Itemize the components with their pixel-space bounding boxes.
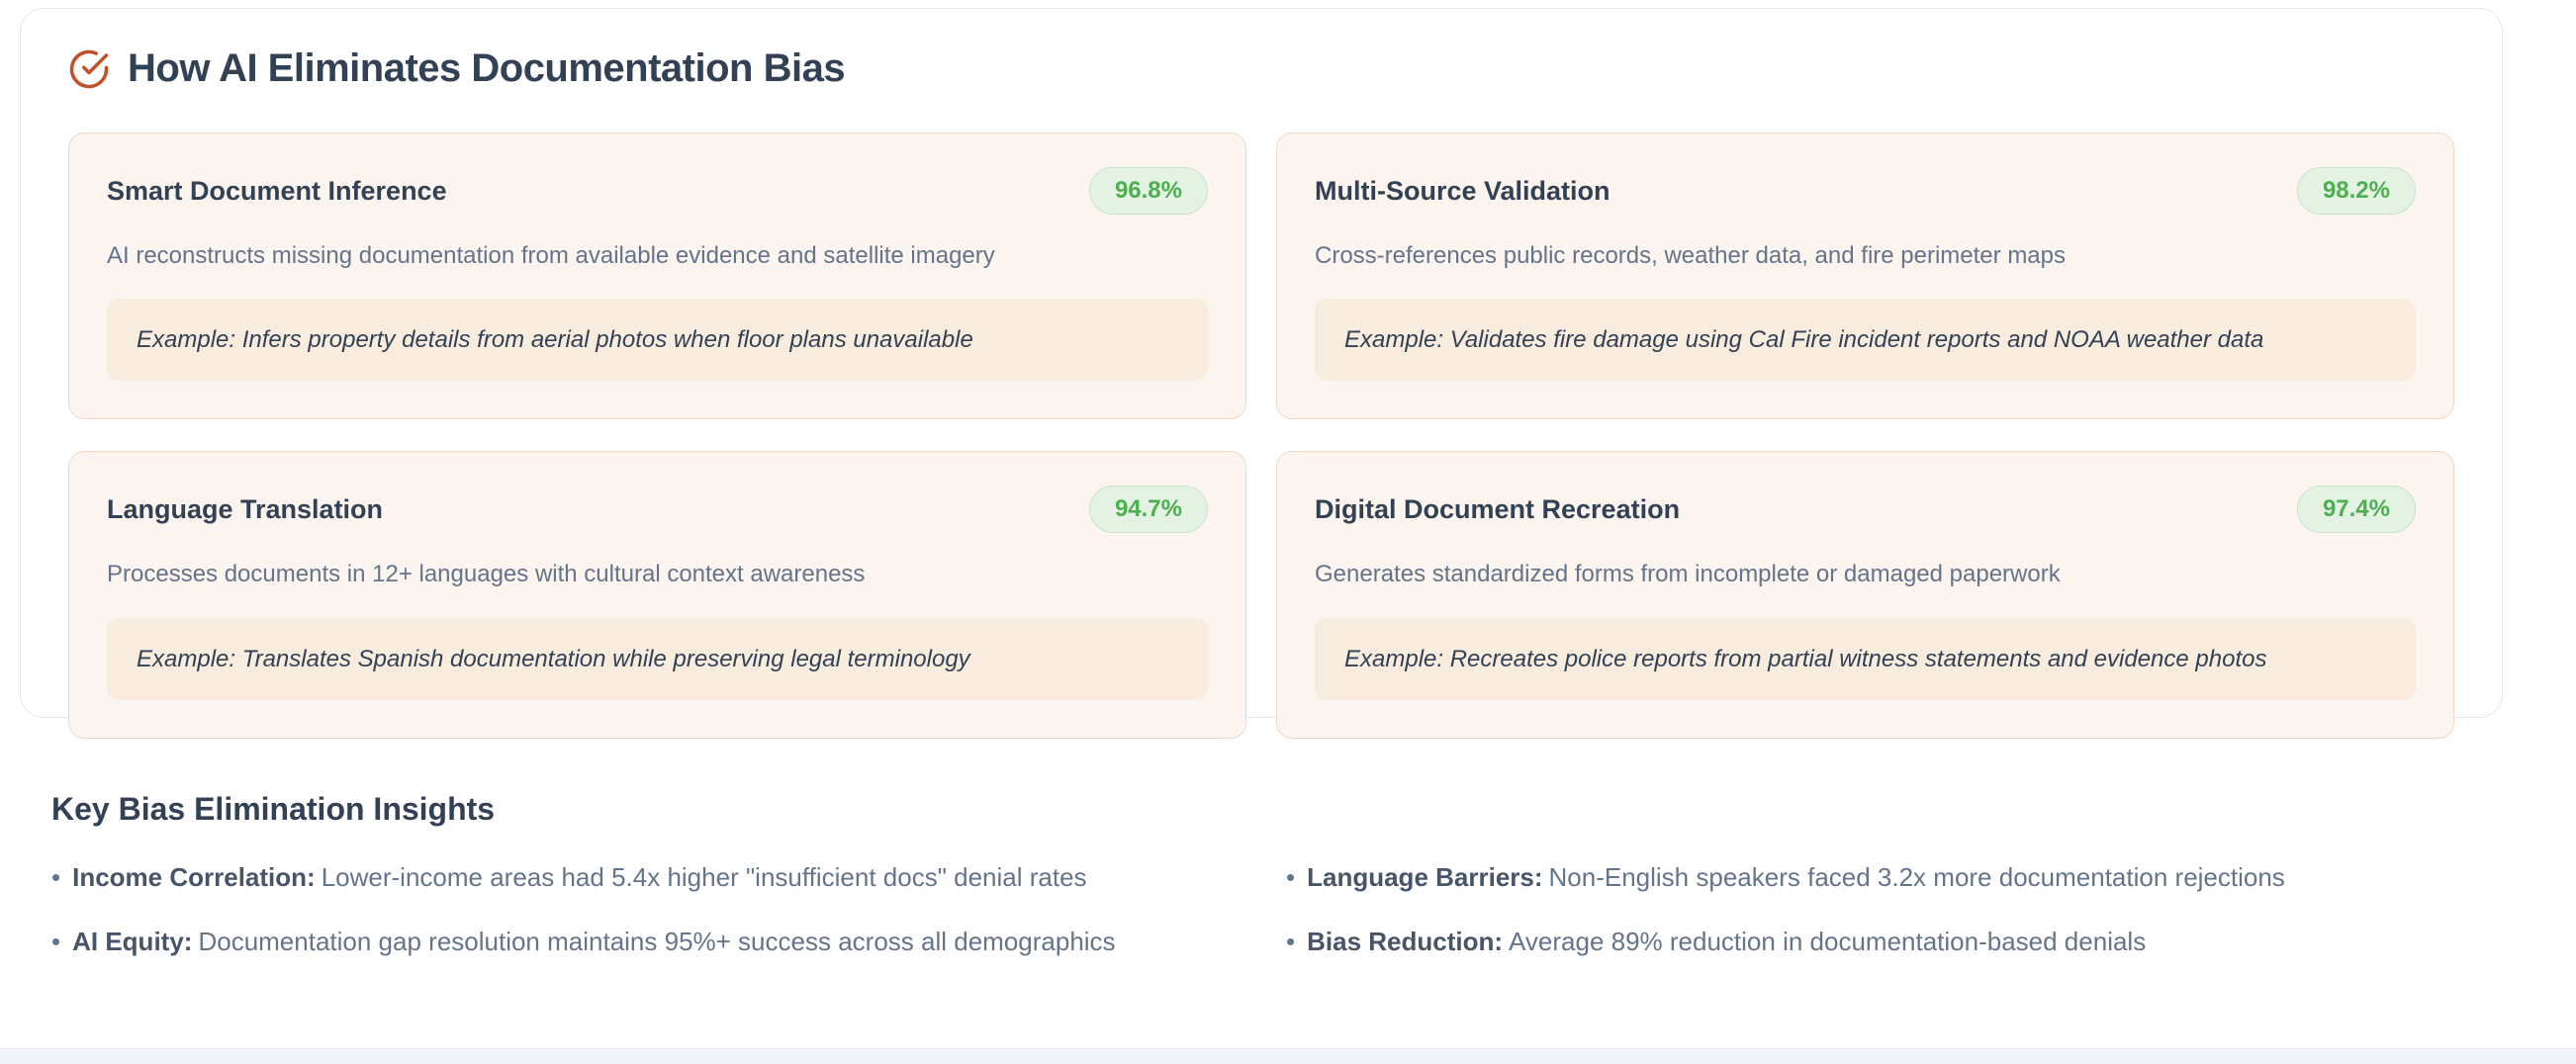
insights-grid: • Income Correlation: Lower-income areas h… <box>51 861 2505 957</box>
feature-description: Cross-references public records, weather… <box>1315 242 2066 269</box>
insight-bias-reduction: • Bias Reduction: Average 89% reduction in… <box>1286 926 2505 958</box>
feature-title: Smart Document Inference <box>107 175 447 206</box>
bullet-dot: • <box>1286 926 1296 956</box>
feature-example: Example: Validates fire damage using Cal… <box>1315 299 2416 382</box>
feature-title: Digital Document Recreation <box>1315 493 1681 524</box>
insight-label: AI Equity: <box>72 926 193 956</box>
bullet-dot: • <box>51 926 61 956</box>
feature-description: Processes documents in 12+ languages wit… <box>107 561 866 588</box>
bottom-divider <box>0 1048 2576 1064</box>
feature-card-digital-document-recreation: Digital Document Recreation 97.4% Genera… <box>1276 451 2454 739</box>
key-insights-section: Key Bias Elimination Insights • Income Co… <box>51 791 2505 957</box>
feature-card-header: Multi-Source Validation 98.2% <box>1315 167 2416 215</box>
feature-card-header: Language Translation 94.7% <box>107 486 1208 534</box>
accuracy-badge: 97.4% <box>2296 486 2416 534</box>
accuracy-badge: 94.7% <box>1088 486 1208 534</box>
bullet-dot: • <box>51 862 61 892</box>
insight-label: Income Correlation: <box>72 862 316 892</box>
feature-example: Example: Recreates police reports from p… <box>1315 617 2416 700</box>
feature-description: AI reconstructs missing documentation fr… <box>107 242 995 269</box>
insight-text: Lower-income areas had 5.4x higher "insu… <box>321 862 1087 892</box>
insight-language-barriers: • Language Barriers: Non-English speakers … <box>1286 861 2505 894</box>
feature-card-smart-document-inference: Smart Document Inference 96.8% AI recons… <box>68 133 1246 420</box>
feature-title: Language Translation <box>107 493 384 524</box>
feature-card-multi-source-validation: Multi-Source Validation 98.2% Cross-refe… <box>1276 133 2454 420</box>
insight-label: Bias Reduction: <box>1307 926 1504 956</box>
insight-income-correlation: • Income Correlation: Lower-income areas h… <box>51 861 1286 894</box>
insight-ai-equity: • AI Equity: Documentation gap resolution … <box>51 926 1286 958</box>
insight-text: Documentation gap resolution maintains 9… <box>198 926 1116 956</box>
feature-cards-grid: Smart Document Inference 96.8% AI recons… <box>68 133 2454 739</box>
feature-card-language-translation: Language Translation 94.7% Processes doc… <box>68 451 1246 739</box>
page-title: How AI Eliminates Documentation Bias <box>128 46 846 90</box>
check-circle-icon <box>69 49 109 88</box>
insight-text: Average 89% reduction in documentation-b… <box>1509 926 2147 956</box>
panel-header: How AI Eliminates Documentation Bias <box>68 46 2454 91</box>
accuracy-badge: 96.8% <box>1088 167 1208 215</box>
feature-title: Multi-Source Validation <box>1315 175 1610 206</box>
insight-label: Language Barriers: <box>1307 862 1543 892</box>
feature-description: Generates standardized forms from incomp… <box>1315 561 2061 588</box>
insight-text: Non-English speakers faced 3.2x more doc… <box>1548 862 2285 892</box>
feature-card-header: Smart Document Inference 96.8% <box>107 167 1208 215</box>
accuracy-badge: 98.2% <box>2296 167 2416 215</box>
insights-heading: Key Bias Elimination Insights <box>51 791 496 827</box>
feature-example: Example: Translates Spanish documentatio… <box>107 617 1208 700</box>
feature-example: Example: Infers property details from ae… <box>107 299 1208 382</box>
bullet-dot: • <box>1286 862 1296 892</box>
feature-card-header: Digital Document Recreation 97.4% <box>1315 486 2416 534</box>
ai-bias-panel: How AI Eliminates Documentation Bias Sma… <box>20 8 2503 739</box>
